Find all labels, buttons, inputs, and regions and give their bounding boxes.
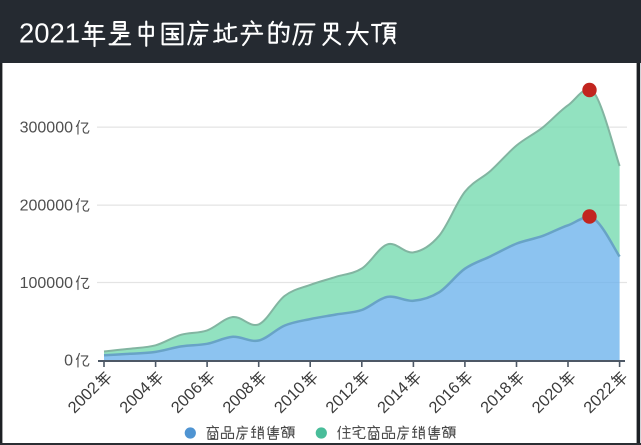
svg-text:200000: 200000 (20, 198, 73, 215)
svg-text:100000: 100000 (20, 275, 73, 292)
svg-text:300000: 300000 (20, 120, 73, 137)
svg-text:2021: 2021 (19, 18, 80, 49)
svg-text:0: 0 (64, 353, 73, 370)
